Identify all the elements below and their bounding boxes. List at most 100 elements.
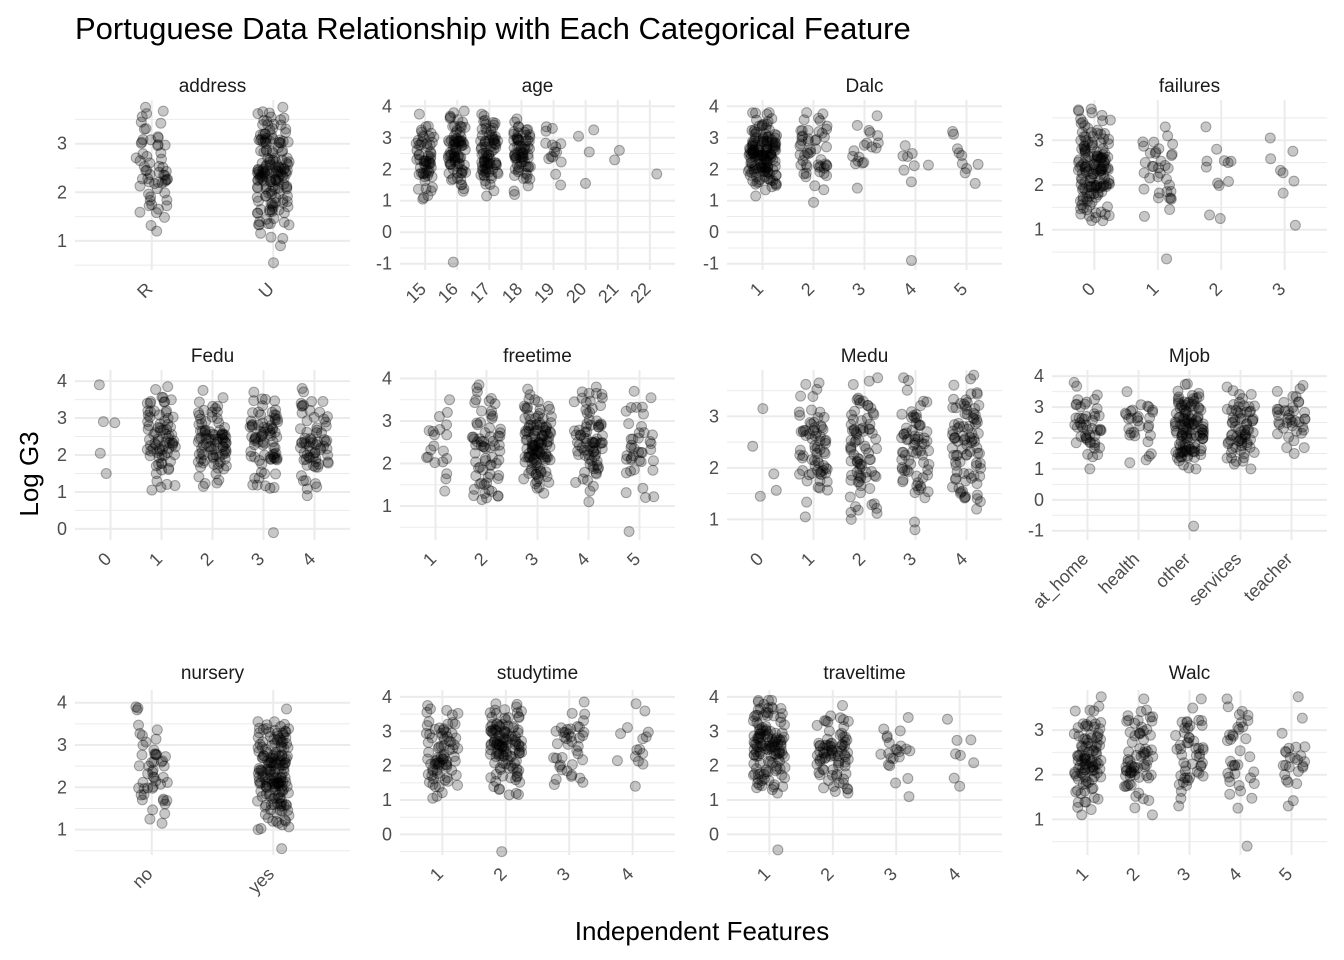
data-point	[508, 134, 520, 146]
data-point	[766, 181, 778, 193]
data-point	[875, 748, 887, 760]
data-point	[145, 134, 157, 146]
y-tick-label: 4	[57, 371, 67, 391]
data-point	[452, 158, 464, 170]
data-point	[445, 174, 457, 186]
data-point	[144, 157, 156, 169]
data-point	[449, 143, 461, 155]
y-tick-label: 1	[1034, 809, 1044, 829]
data-point	[899, 140, 911, 152]
data-point	[744, 163, 756, 175]
data-point	[251, 181, 263, 193]
data-point	[1218, 155, 1230, 167]
data-point	[456, 167, 468, 179]
data-point	[828, 780, 840, 792]
data-point	[480, 166, 492, 178]
data-point	[278, 112, 290, 124]
data-point	[1088, 151, 1100, 163]
panel-address: address 1 2 3 R U	[57, 76, 350, 302]
data-point	[770, 137, 782, 149]
data-point	[968, 432, 980, 444]
data-point	[629, 780, 641, 792]
data-point	[832, 759, 844, 771]
data-point	[452, 114, 464, 126]
data-point	[1243, 424, 1255, 436]
data-point	[253, 168, 265, 180]
data-point	[275, 114, 287, 126]
data-point	[513, 161, 525, 173]
data-point	[449, 150, 461, 162]
data-point	[256, 157, 268, 169]
data-point	[1091, 732, 1103, 744]
data-point	[151, 225, 163, 237]
data-point	[757, 136, 769, 148]
data-point	[549, 146, 561, 158]
data-point	[802, 124, 814, 136]
data-point	[317, 396, 329, 408]
data-point	[1073, 730, 1085, 742]
data-point	[551, 738, 563, 750]
data-point	[413, 108, 425, 120]
data-point	[475, 169, 487, 181]
data-point	[272, 142, 284, 154]
data-point	[311, 481, 323, 493]
data-point	[489, 133, 501, 145]
data-point	[1090, 181, 1102, 193]
data-point	[1075, 134, 1087, 146]
data-point	[1079, 161, 1091, 173]
data-point	[1183, 462, 1195, 474]
data-point	[760, 135, 772, 147]
data-point	[251, 167, 263, 179]
data-point	[1138, 183, 1150, 195]
data-point	[1130, 790, 1142, 802]
data-point	[769, 128, 781, 140]
data-point	[845, 444, 857, 456]
data-point	[522, 152, 534, 164]
data-point	[1101, 201, 1113, 213]
data-point	[752, 149, 764, 161]
data-point	[152, 176, 164, 188]
y-tick-label: 1	[382, 496, 392, 516]
data-point	[1195, 443, 1207, 455]
data-point	[459, 121, 471, 133]
data-point	[1122, 710, 1134, 722]
data-point	[419, 175, 431, 187]
data-point	[862, 400, 874, 412]
data-point	[801, 107, 813, 119]
data-point	[520, 129, 532, 141]
data-point	[142, 416, 154, 428]
data-point	[856, 157, 868, 169]
data-point	[143, 188, 155, 200]
data-point	[257, 168, 269, 180]
data-point	[1094, 425, 1106, 437]
data-point	[611, 755, 623, 767]
data-point	[748, 125, 760, 137]
x-tick-label: 3	[247, 549, 268, 570]
data-point	[742, 165, 754, 177]
data-point	[1134, 420, 1146, 432]
data-point	[422, 190, 434, 202]
data-point	[261, 164, 273, 176]
data-point	[527, 420, 539, 432]
data-point	[796, 125, 808, 137]
data-point	[252, 195, 264, 207]
data-point	[759, 171, 771, 183]
data-point	[481, 151, 493, 163]
y-tick-label: 2	[1034, 428, 1044, 448]
data-point	[440, 473, 452, 485]
outlier-point	[268, 257, 280, 269]
data-point	[1235, 785, 1247, 797]
data-point	[864, 483, 876, 495]
data-point	[257, 170, 269, 182]
data-point	[480, 442, 492, 454]
data-point	[451, 132, 463, 144]
data-point	[512, 788, 524, 800]
data-point	[509, 153, 521, 165]
data-point	[746, 124, 758, 136]
data-point	[489, 398, 501, 410]
data-point	[1171, 743, 1183, 755]
x-tick-label: 2	[848, 549, 869, 570]
data-point	[1075, 160, 1087, 172]
data-point	[752, 142, 764, 154]
data-point	[752, 149, 764, 161]
